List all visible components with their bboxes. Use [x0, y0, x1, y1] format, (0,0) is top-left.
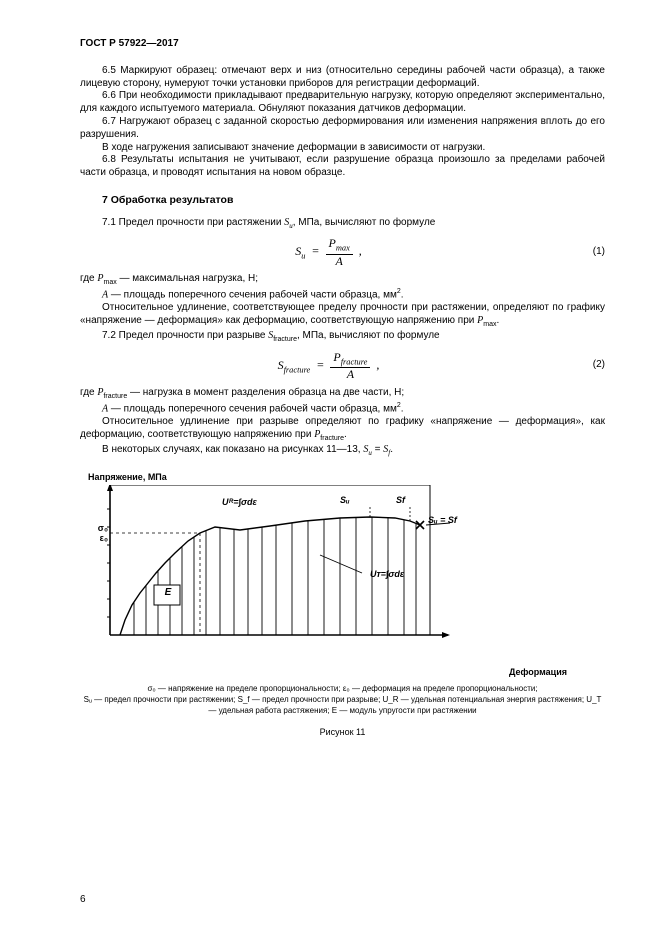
pmax-desc: — максимальная нагрузка, Н;	[117, 273, 258, 284]
eq1-num-sub: max	[336, 244, 350, 253]
where-a2: A — площадь поперечного сечения рабочей …	[80, 402, 605, 416]
svg-text:ε₀: ε₀	[100, 533, 108, 543]
page-number: 6	[80, 894, 86, 907]
some-cases-eq: =	[372, 444, 383, 455]
svg-text:Uᴛ=∫σdε: Uᴛ=∫σdε	[370, 569, 405, 579]
doc-header: ГОСТ Р 57922—2017	[80, 38, 605, 51]
where-pfrac: где Pfracture — нагрузка в момент раздел…	[80, 387, 605, 402]
equation-1: Su = Pmax A , (1)	[80, 237, 605, 267]
eq1-number: (1)	[577, 246, 605, 259]
rel-elong2: Относительное удлинение при разрыве опре…	[80, 416, 605, 444]
eq1-lhs-sub: u	[301, 251, 305, 260]
para-72: 7.2 Предел прочности при разрыве Sfractu…	[80, 330, 605, 345]
svg-text:σ₀: σ₀	[98, 523, 108, 533]
axis-y-label: Напряжение, МПа	[88, 472, 605, 484]
figure-caption: σ₀ — напряжение на пределе пропорциональ…	[80, 684, 605, 716]
para-68: 6.8 Результаты испытания не учитывают, е…	[80, 154, 605, 180]
svg-text:Sᵤ: Sᵤ	[340, 495, 350, 505]
eq2-den: A	[330, 368, 370, 381]
eq2-num-sub: fracture	[341, 357, 368, 366]
eq1-den: A	[326, 255, 353, 268]
eq2-lhs-sub: fracture	[284, 365, 311, 374]
para-71: 7.1 Предел прочности при растяжении Su, …	[80, 217, 605, 231]
some-cases: В некоторых случаях, как показано на рис…	[80, 444, 605, 458]
pfrac-desc: — нагрузка в момент разделения образца н…	[127, 387, 404, 398]
section-7-title: 7 Обработка результатов	[102, 194, 605, 207]
figure-title: Рисунок 11	[80, 727, 605, 739]
eq1-num: P	[329, 236, 336, 250]
a-desc: — площадь поперечного сечения рабочей ча…	[108, 289, 397, 300]
figure-11: Напряжение, МПа σ₀ε₀ Uᴿ=∫σdε Sᵤ Sf Sᵤ = Sf Uᴛ…	[80, 472, 605, 739]
svg-text:Uᴿ=∫σdε: Uᴿ=∫σdε	[222, 497, 257, 507]
para-66: 6.6 При необходимости прикладывают предв…	[80, 90, 605, 116]
stress-strain-chart: σ₀ε₀ Uᴿ=∫σdε Sᵤ Sf Sᵤ = Sf Uᴛ=∫σdε E	[80, 485, 498, 660]
svg-text:Sᵤ = Sf: Sᵤ = Sf	[428, 515, 458, 525]
eq2-num: P	[333, 350, 340, 364]
rel-elong-text: Относительное удлинение, соответствующее…	[80, 302, 605, 326]
some-cases-a: В некоторых случаях, как показано на рис…	[102, 444, 363, 455]
rel-elong: Относительное удлинение, соответствующее…	[80, 302, 605, 330]
para-67b: В ходе нагружения записывают значение де…	[80, 142, 605, 155]
p72-a: 7.2 Предел прочности при разрыве	[102, 330, 268, 341]
caption-line1: σ₀ — напряжение на пределе пропорциональ…	[147, 684, 537, 693]
where-label: где	[80, 273, 97, 284]
para-67: 6.7 Нагружают образец с заданной скорост…	[80, 116, 605, 142]
p72-c: , МПа, вычисляют по формуле	[297, 330, 440, 341]
p71-c: , МПа, вычисляют по формуле	[293, 217, 436, 228]
where-pmax: где Pmax — максимальная нагрузка, Н;	[80, 273, 605, 288]
svg-text:Sf: Sf	[396, 495, 406, 505]
axis-x-label: Деформация	[80, 667, 605, 679]
eq2-number: (2)	[577, 359, 605, 372]
equation-2: Sfracture = Pfracture A , (2)	[80, 351, 605, 381]
para-65: 6.5 Маркируют образец: отмечают верх и н…	[80, 65, 605, 91]
where-a: A — площадь поперечного сечения рабочей …	[80, 288, 605, 302]
where-label2: где	[80, 387, 97, 398]
svg-text:E: E	[165, 587, 172, 598]
p71-a: 7.1 Предел прочности при растяжении	[102, 217, 284, 228]
caption-line2: Sᵤ — предел прочности при растяжении; S_…	[84, 695, 602, 715]
a-desc2: — площадь поперечного сечения рабочей ча…	[108, 403, 397, 414]
